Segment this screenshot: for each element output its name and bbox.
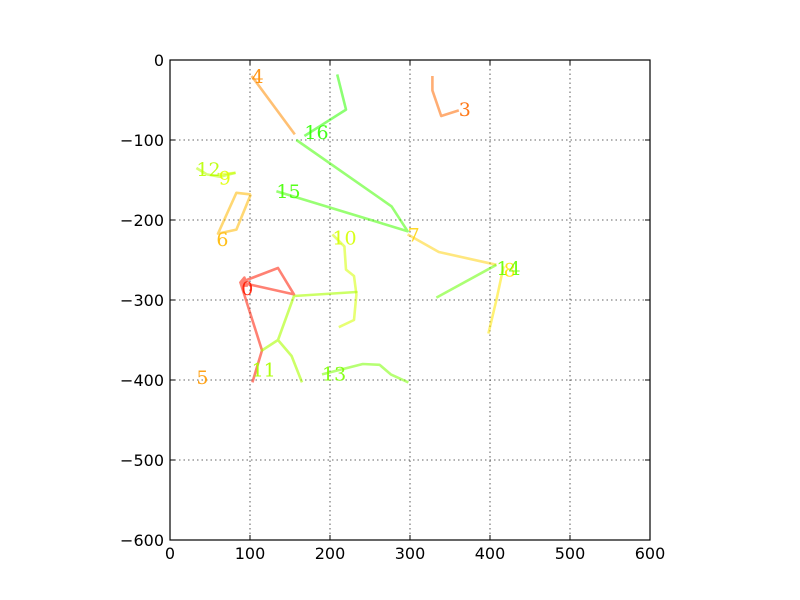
y-tick-label: −300 [120,291,164,310]
series-label-11: 11 [252,360,276,382]
x-tick-label: 400 [475,544,506,563]
series-label-15: 15 [276,181,300,203]
series-line-7 [408,234,497,264]
x-tick-label: 200 [315,544,346,563]
series-label-3: 3 [459,99,471,121]
series-label-12: 12 [196,159,220,181]
x-tick-label: 500 [555,544,586,563]
series-line-3 [432,76,458,116]
series-label-16: 16 [304,122,328,144]
y-tick-label: −200 [120,211,164,230]
x-tick-label: 300 [395,544,426,563]
series-line-14 [436,265,496,298]
axis-ticks: 0 100 200 300 400 500 6000−100−200−300−400−500… [120,51,665,563]
series-label-6: 6 [216,229,228,251]
series-label-13: 13 [322,364,346,386]
series-line-6 [218,193,251,234]
x-tick-label: 0 [165,544,175,563]
x-tick-label: 100 [235,544,266,563]
series-label-7: 7 [408,224,420,246]
y-tick-label: 0 [154,51,164,70]
series-label-10: 10 [332,228,356,250]
y-tick-label: −500 [120,451,164,470]
grid [170,60,650,540]
y-tick-label: −100 [120,131,164,150]
series-label-0: 0 [241,278,253,300]
series-label-4: 4 [252,66,264,88]
series-label-14: 14 [496,258,520,280]
series-label-5: 5 [196,367,208,389]
series-label-9: 9 [219,168,231,190]
y-tick-label: −600 [120,531,164,550]
x-tick-label: 600 [635,544,666,563]
y-tick-label: −400 [120,371,164,390]
